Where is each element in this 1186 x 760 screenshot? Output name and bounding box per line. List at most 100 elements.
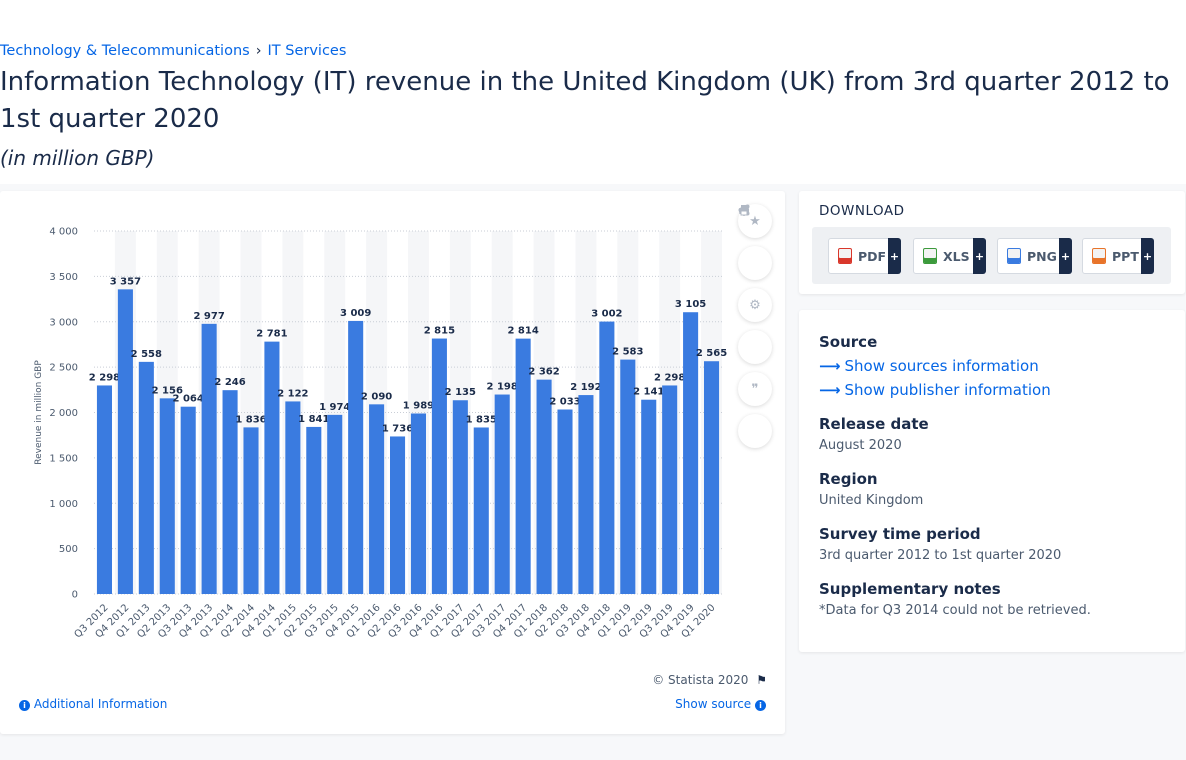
flag-icon[interactable]: ⚑ — [756, 673, 767, 687]
bar — [285, 401, 301, 594]
bar-value-label: 2 298 — [654, 372, 685, 383]
bar-value-label: 2 122 — [277, 388, 308, 399]
bar-value-label: 2 198 — [487, 382, 518, 393]
bar — [180, 406, 196, 594]
arrow-right-icon: ⟶ — [819, 381, 841, 399]
y-tick-label: 1 000 — [49, 499, 78, 510]
download-title: DOWNLOAD — [819, 203, 905, 219]
bar-value-label: 2 033 — [549, 397, 580, 408]
bar-value-label: 1 835 — [466, 414, 497, 425]
bar — [494, 394, 510, 594]
show-publisher-link[interactable]: ⟶ Show publisher information — [819, 381, 1051, 399]
bar-value-label: 2 246 — [214, 377, 245, 388]
show-publisher-label: Show publisher information — [844, 381, 1051, 399]
page-subtitle: (in million GBP) — [0, 146, 155, 170]
bar-value-label: 2 781 — [256, 329, 287, 340]
info-icon: i — [755, 700, 766, 711]
bar-value-label: 2 362 — [528, 367, 559, 378]
page-title: Information Technology (IT) revenue in t… — [0, 67, 1170, 134]
y-tick-label: 3 500 — [49, 272, 78, 283]
bar-value-label: 1 841 — [298, 414, 329, 425]
bar — [327, 414, 343, 594]
source-heading: Source — [819, 333, 878, 351]
bar — [473, 427, 489, 594]
bar-value-label: 3 009 — [340, 308, 371, 319]
bar-value-label: 2 814 — [507, 326, 538, 337]
release-date-heading: Release date — [819, 415, 929, 433]
breadcrumb-separator: › — [255, 43, 262, 59]
xls-file-icon — [923, 248, 937, 264]
bar — [348, 320, 364, 594]
show-source-link[interactable]: Show source i — [675, 697, 766, 711]
bar-value-label: 1 736 — [382, 423, 413, 434]
bar — [96, 385, 113, 594]
plus-icon: + — [1141, 238, 1154, 274]
top-strip — [0, 0, 1186, 36]
region-heading: Region — [819, 470, 878, 488]
bar — [410, 413, 427, 594]
chart-toolbar: ★ ⚙ ❞ — [738, 204, 772, 456]
bar-value-label: 2 064 — [173, 394, 204, 405]
bar — [117, 289, 133, 594]
breadcrumb-item-subcategory[interactable]: IT Services — [267, 43, 347, 59]
details-card: Source ⟶ Show sources information ⟶ Show p… — [799, 310, 1185, 652]
download-ppt-button[interactable]: PPT + — [1082, 238, 1154, 274]
bar-value-label: 2 565 — [696, 348, 727, 359]
share-icon[interactable] — [738, 204, 772, 364]
additional-information-link[interactable]: i Additional Information — [19, 697, 167, 711]
plus-icon: + — [888, 238, 901, 274]
bar — [201, 323, 217, 594]
bar-value-label: 1 989 — [403, 400, 434, 411]
gear-icon[interactable]: ⚙ — [738, 288, 772, 322]
y-tick-label: 4 000 — [49, 227, 78, 238]
show-sources-link[interactable]: ⟶ Show sources information — [819, 357, 1039, 375]
bar-value-label: 1 974 — [319, 402, 350, 413]
bar-value-label: 2 583 — [612, 347, 643, 358]
chart-card: 0 500 1 000 1 500 2 000 2 500 3 000 3 500 4 000 R… — [0, 191, 785, 734]
bar-value-label: 3 105 — [675, 299, 706, 310]
bar-value-label: 3 357 — [110, 276, 141, 287]
bar — [662, 385, 678, 594]
bar — [138, 361, 154, 594]
additional-information-label: Additional Information — [33, 697, 168, 711]
bar — [620, 359, 636, 594]
bar — [599, 321, 615, 594]
download-pdf-label: PDF — [858, 248, 887, 264]
bar — [389, 436, 406, 594]
download-ppt-label: PPT — [1112, 248, 1139, 264]
download-png-button[interactable]: PNG + — [997, 238, 1072, 274]
quote-icon[interactable]: ❞ — [738, 372, 772, 406]
y-tick-label: 2 000 — [49, 408, 78, 419]
supplementary-notes-heading: Supplementary notes — [819, 580, 1001, 598]
download-buttons: PDF + XLS + PNG + PPT + — [812, 227, 1171, 284]
show-source-label: Show source — [675, 697, 752, 711]
bar-value-label: 2 977 — [193, 311, 224, 322]
bar-value-label: 2 135 — [445, 387, 476, 398]
show-sources-label: Show sources information — [844, 357, 1039, 375]
png-file-icon — [1007, 248, 1021, 264]
bar-chart: 0 500 1 000 1 500 2 000 2 500 3 000 3 500 4 000 R… — [34, 227, 727, 641]
print-icon[interactable] — [738, 205, 772, 448]
bell-icon[interactable] — [738, 205, 772, 280]
supplementary-notes-value: *Data for Q3 2014 could not be retrieved… — [819, 603, 1091, 618]
copyright-text: © Statista 2020 ⚑ — [652, 673, 767, 687]
y-tick-label: 2 500 — [49, 363, 78, 374]
bar — [703, 361, 720, 594]
y-tick-label: 0 — [72, 590, 78, 601]
bar-value-label: 2 090 — [361, 391, 392, 402]
bar — [431, 338, 447, 594]
bar — [243, 427, 259, 594]
bar-value-label: 3 002 — [591, 309, 622, 320]
info-icon: i — [19, 700, 30, 711]
bar — [578, 395, 594, 594]
y-tick-label: 1 500 — [49, 453, 78, 464]
bar-value-label: 2 815 — [424, 326, 455, 337]
download-xls-button[interactable]: XLS + — [913, 238, 986, 274]
bar-value-label: 2 141 — [633, 387, 664, 398]
download-pdf-button[interactable]: PDF + — [828, 238, 901, 274]
header — [0, 36, 1186, 184]
bar — [641, 399, 657, 594]
breadcrumb-item-category[interactable]: Technology & Telecommunications — [0, 43, 250, 59]
survey-period-value: 3rd quarter 2012 to 1st quarter 2020 — [819, 548, 1062, 563]
copyright-label: © Statista 2020 — [652, 673, 749, 687]
